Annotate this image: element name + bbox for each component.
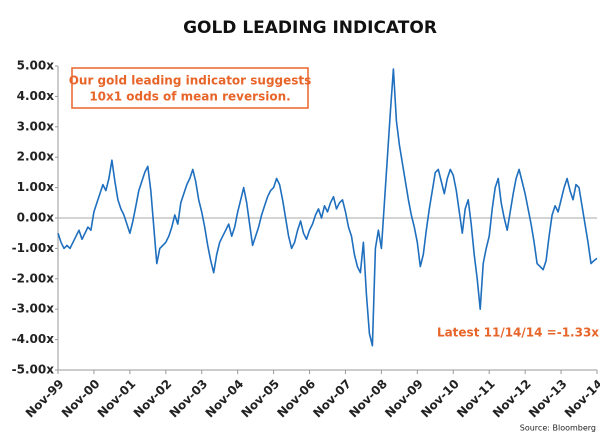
x-tick-label: Nov-00: [59, 377, 103, 421]
y-tick-label: 1.00x: [17, 180, 55, 194]
x-tick-label: Nov-09: [382, 377, 426, 421]
y-tick-label: 3.00x: [17, 119, 55, 133]
x-tick-label: Nov-13: [526, 377, 570, 421]
y-tick-label: 2.00x: [17, 150, 55, 164]
y-tick-label: 0.00x: [17, 211, 55, 225]
annotation: Latest 11/14/14 =-1.33x: [437, 326, 599, 340]
x-tick-label: Nov-10: [418, 377, 462, 421]
x-tick-label: Nov-06: [274, 377, 318, 421]
y-tick-label: -2.00x: [12, 271, 55, 285]
x-tick-label: Nov-02: [131, 377, 175, 421]
annotation: Our gold leading indicator suggests: [69, 74, 312, 88]
x-tick-label: Nov-01: [95, 377, 139, 421]
data-line: [57, 68, 598, 347]
x-tick-label: Nov-12: [490, 377, 534, 421]
x-tick-label: Nov-07: [310, 377, 354, 421]
source: Source: Bloomberg: [520, 424, 596, 433]
y-tick-label: -1.00x: [12, 241, 55, 255]
x-tick-label: Nov-03: [167, 377, 211, 421]
chart-title: GOLD LEADING INDICATOR: [183, 18, 437, 38]
x-tick-label: Nov-11: [454, 377, 498, 421]
x-tick-label: Nov-05: [238, 377, 282, 421]
y-tick-label: 5.00x: [17, 59, 55, 73]
annotation: 10x1 odds of mean reversion.: [89, 90, 290, 104]
x-tick-label: Nov-08: [346, 377, 390, 421]
x-tick-label: Nov-14: [562, 377, 600, 421]
y-tick-label: -4.00x: [12, 332, 55, 346]
x-tick-label: Nov-99: [23, 377, 67, 421]
y-tick-label: -3.00x: [12, 302, 55, 316]
y-tick-label: 4.00x: [17, 89, 55, 103]
x-tick-label: Nov-04: [203, 377, 247, 421]
y-tick-label: -5.00x: [12, 363, 55, 377]
annotation-box: [71, 67, 309, 109]
